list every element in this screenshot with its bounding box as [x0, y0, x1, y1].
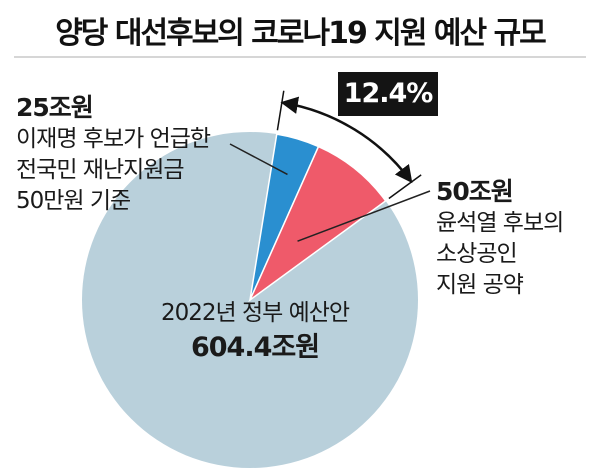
chart-title: 양당 대선후보의 코로나19 지원 예산 규모 [55, 16, 547, 51]
slice-description-line: 소상공인 [436, 241, 518, 267]
title-divider [14, 56, 586, 58]
slice-description-line: 이재명 후보가 언급한 [16, 126, 211, 152]
center-caption: 2022년 정부 예산안 [160, 300, 350, 326]
center-value: 604.4조원 [190, 332, 320, 363]
share-bracket-tick-1 [276, 90, 285, 131]
leader-line-right [297, 190, 431, 242]
slice-description-line: 50만원 기준 [16, 188, 131, 214]
slice-label-left: 25조원 이재명 후보가 언급한 전국민 재난지원금 50만원 기준 [16, 92, 266, 217]
combined-share-badge: 12.4% [338, 72, 438, 116]
slice-amount-label: 50조원 [436, 177, 514, 206]
share-bracket-tick-2 [388, 174, 422, 200]
slice-label-right: 50조원 윤석열 후보의 소상공인 지원 공약 [436, 176, 596, 301]
share-bracket-arc [280, 96, 413, 184]
slice-description-line: 윤석열 후보의 [436, 210, 564, 236]
title-bar: 양당 대선후보의 코로나19 지원 예산 규모 [0, 0, 600, 58]
slice-amount-label: 25조원 [16, 93, 94, 122]
slice-description-line: 지원 공약 [436, 272, 524, 298]
leader-line-left [229, 143, 288, 176]
center-label: 2022년 정부 예산안 604.4조원 [120, 298, 390, 368]
slice-description-line: 전국민 재난지원금 [16, 157, 185, 183]
